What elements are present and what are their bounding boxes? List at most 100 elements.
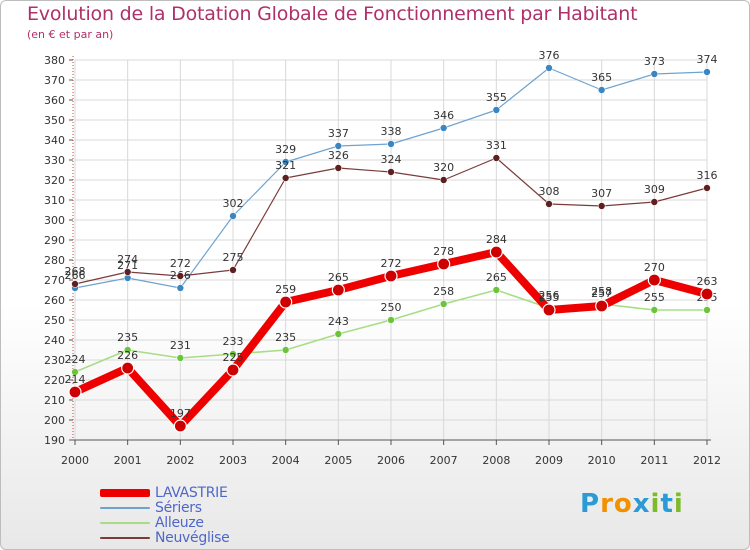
y-tick-label: 250 bbox=[44, 314, 65, 327]
data-label: 309 bbox=[644, 183, 665, 196]
y-tick-label: 230 bbox=[44, 354, 65, 367]
legend-swatch-neuveglise bbox=[100, 537, 150, 539]
logo-letter: i bbox=[650, 489, 661, 519]
data-label: 320 bbox=[433, 161, 454, 174]
x-tick-label: 2005 bbox=[324, 454, 352, 467]
y-tick-label: 210 bbox=[44, 394, 65, 407]
legend-label-lavastrie: LAVASTRIE bbox=[155, 485, 228, 501]
data-point bbox=[439, 124, 448, 132]
data-label: 271 bbox=[117, 259, 138, 272]
data-label: 250 bbox=[381, 301, 402, 314]
data-point bbox=[492, 106, 501, 114]
data-point bbox=[176, 354, 185, 362]
y-tick-label: 220 bbox=[44, 374, 65, 387]
data-point bbox=[650, 70, 659, 78]
data-label: 258 bbox=[433, 285, 454, 298]
data-point bbox=[281, 158, 290, 166]
legend-swatch-alleuze bbox=[100, 522, 150, 524]
data-label: 226 bbox=[117, 349, 138, 362]
data-point bbox=[279, 295, 293, 309]
data-point bbox=[492, 286, 501, 294]
data-point bbox=[281, 174, 290, 182]
data-point bbox=[489, 245, 503, 259]
data-point bbox=[71, 280, 79, 288]
data-label: 284 bbox=[486, 233, 507, 246]
x-tick-label: 2001 bbox=[114, 454, 142, 467]
data-point bbox=[437, 257, 451, 271]
data-label: 355 bbox=[486, 91, 507, 104]
data-label: 321 bbox=[275, 159, 296, 172]
legend-item-neuveglise: Neuvéglise bbox=[100, 530, 320, 546]
data-point bbox=[331, 283, 345, 297]
data-label: 263 bbox=[697, 275, 718, 288]
y-tick-label: 360 bbox=[44, 94, 65, 107]
x-tick-label: 2000 bbox=[61, 454, 89, 467]
data-label: 324 bbox=[381, 153, 402, 166]
x-tick-label: 2002 bbox=[166, 454, 194, 467]
legend-item-lavastrie: LAVASTRIE bbox=[100, 485, 320, 501]
x-tick-label: 2007 bbox=[430, 454, 458, 467]
data-label: 266 bbox=[65, 269, 86, 282]
y-tick-label: 280 bbox=[44, 254, 65, 267]
proxiti-logo: Proxiti bbox=[580, 489, 684, 519]
data-point bbox=[647, 273, 661, 287]
legend: LAVASTRIE Sériers Alleuze Neuvéglise bbox=[100, 485, 320, 546]
data-point bbox=[334, 142, 343, 150]
data-label: 331 bbox=[486, 139, 507, 152]
data-label: 365 bbox=[591, 71, 612, 84]
data-point bbox=[71, 368, 79, 376]
data-point bbox=[387, 140, 395, 148]
data-label: 268 bbox=[65, 265, 86, 278]
data-point bbox=[492, 154, 501, 162]
data-label: 225 bbox=[223, 351, 244, 364]
data-label: 346 bbox=[433, 109, 454, 122]
data-label: 265 bbox=[328, 271, 349, 284]
logo-letter: x bbox=[632, 489, 651, 519]
data-label: 338 bbox=[381, 125, 402, 138]
data-point bbox=[387, 168, 395, 176]
data-label: 235 bbox=[117, 331, 138, 344]
data-label: 259 bbox=[275, 283, 296, 296]
x-tick-label: 2010 bbox=[588, 454, 616, 467]
y-tick-label: 290 bbox=[44, 234, 65, 247]
x-tick-label: 2012 bbox=[693, 454, 721, 467]
data-label: 272 bbox=[170, 257, 191, 270]
data-label: 274 bbox=[117, 253, 138, 266]
data-label: 255 bbox=[539, 291, 560, 304]
data-label: 275 bbox=[223, 251, 244, 264]
legend-item-alleuze: Alleuze bbox=[100, 515, 320, 531]
y-tick-label: 200 bbox=[44, 414, 65, 427]
legend-label-neuveglise: Neuvéglise bbox=[155, 530, 230, 546]
data-label: 376 bbox=[539, 49, 560, 62]
data-point bbox=[68, 385, 82, 399]
y-tick-label: 380 bbox=[44, 54, 65, 67]
data-label: 256 bbox=[539, 289, 560, 302]
data-point bbox=[176, 272, 185, 280]
data-label: 373 bbox=[644, 55, 665, 68]
data-point bbox=[387, 316, 395, 324]
data-point bbox=[439, 176, 448, 184]
y-tick-label: 340 bbox=[44, 134, 65, 147]
data-point bbox=[226, 363, 240, 377]
y-tick-label: 260 bbox=[44, 294, 65, 307]
data-point bbox=[229, 266, 237, 274]
data-label: 329 bbox=[275, 143, 296, 156]
data-label: 278 bbox=[433, 245, 454, 258]
data-point bbox=[597, 86, 606, 94]
data-point bbox=[334, 164, 343, 172]
logo-letter: t bbox=[660, 489, 674, 519]
chart-subtitle: (en € et par an) bbox=[27, 28, 114, 41]
data-point bbox=[123, 346, 132, 354]
data-label: 374 bbox=[697, 53, 718, 66]
data-label: 265 bbox=[486, 271, 507, 284]
data-point bbox=[703, 68, 711, 76]
data-point bbox=[703, 306, 711, 314]
data-label: 233 bbox=[223, 335, 244, 348]
data-point bbox=[439, 300, 448, 308]
y-tick-label: 310 bbox=[44, 194, 65, 207]
data-label: 235 bbox=[275, 331, 296, 344]
data-label: 270 bbox=[644, 261, 665, 274]
data-label: 197 bbox=[170, 407, 191, 420]
data-point bbox=[650, 306, 659, 314]
y-tick-label: 190 bbox=[44, 434, 65, 447]
